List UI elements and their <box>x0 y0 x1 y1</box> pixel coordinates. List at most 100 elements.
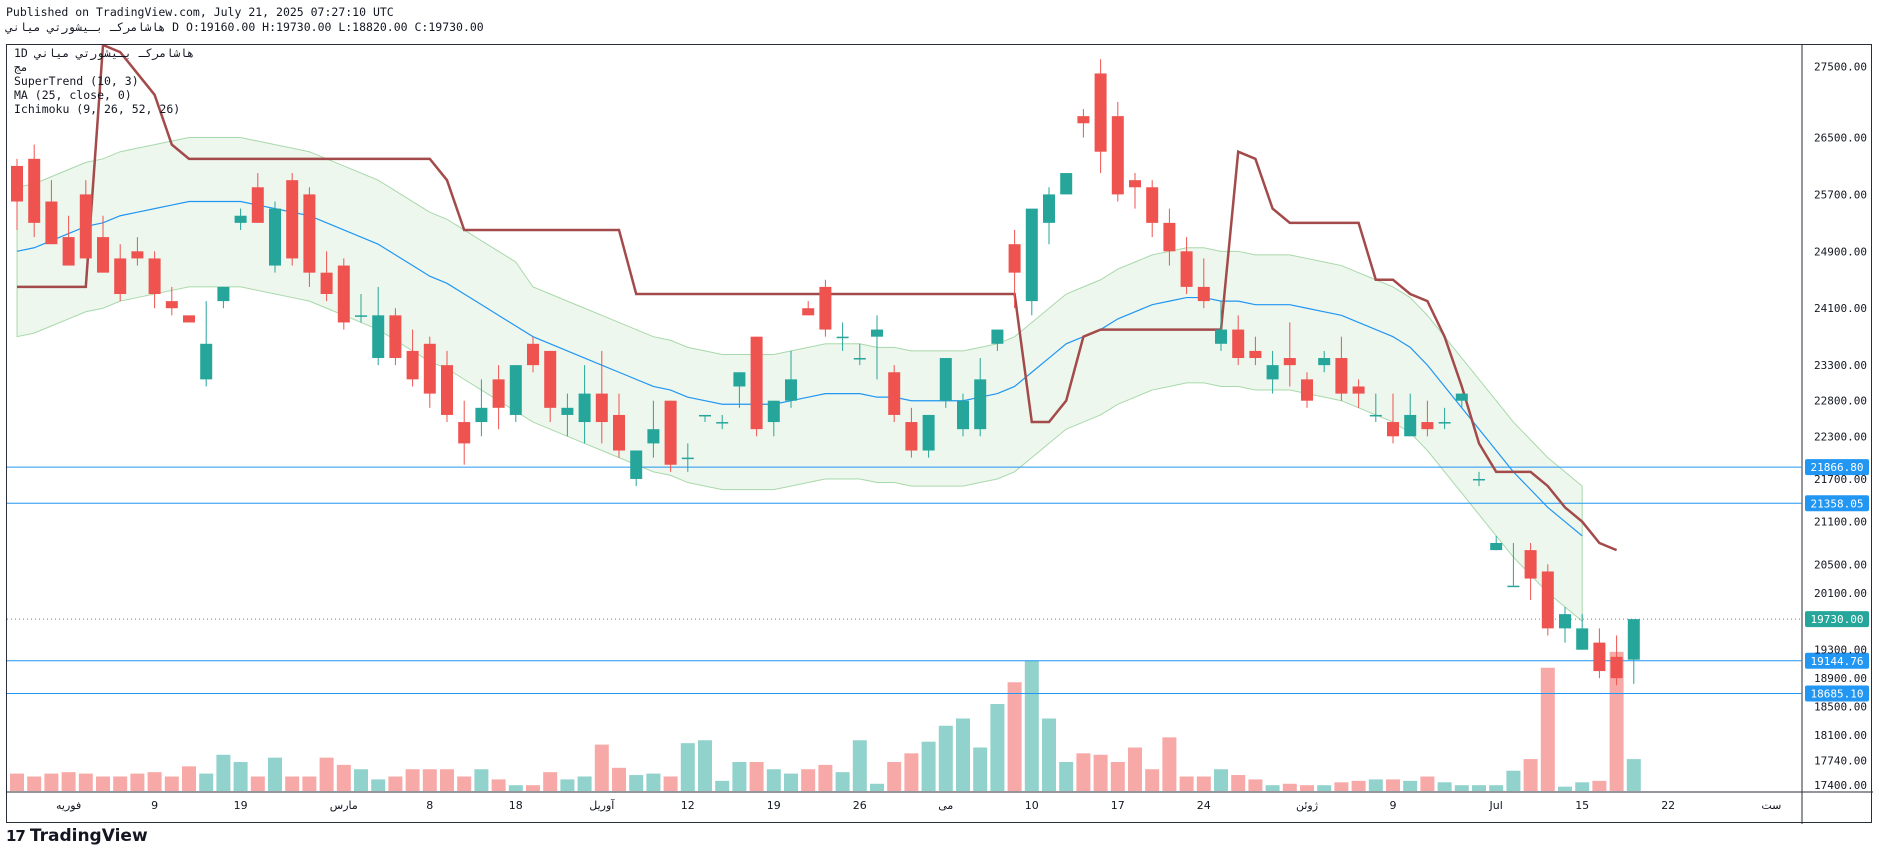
candle-body <box>871 329 883 337</box>
volume-bar <box>1386 779 1400 791</box>
candle-body <box>922 414 935 451</box>
x-tick-label: 17 <box>1111 799 1125 812</box>
chart-frame[interactable]: 21866.80 21358.05 19144.76 18685.10 19730.00… <box>6 44 1873 824</box>
price-level-label: 21358.05 <box>1811 497 1864 510</box>
volume-bar <box>921 741 936 791</box>
candle-body <box>1008 244 1021 273</box>
legend-symbol: 1D هاشامرکـ بـیشورتي مياني <box>14 46 195 60</box>
candle-body <box>836 336 849 339</box>
candle-body <box>991 329 1004 344</box>
volume-bar <box>61 772 76 791</box>
volume-bar <box>250 776 265 791</box>
x-tick-label: آوریل <box>589 798 615 812</box>
volume-bar <box>715 780 730 791</box>
price-level-label: 21866.80 <box>1811 461 1864 474</box>
candle-body <box>1077 116 1090 124</box>
volume-bar <box>1489 785 1504 791</box>
candle-body <box>1610 656 1623 679</box>
x-tick-label: Jul <box>1489 799 1503 812</box>
candle-body <box>1490 543 1503 551</box>
candle-body <box>767 400 780 423</box>
volume-bar <box>1420 776 1435 791</box>
legend-ma[interactable]: MA (25, close, 0) <box>14 88 132 102</box>
y-tick-label: 17740.00 <box>1814 755 1867 768</box>
candle-body <box>957 400 969 430</box>
candle-body <box>1455 393 1468 401</box>
volume-bar <box>1351 780 1366 791</box>
x-tick-label: 15 <box>1575 799 1589 812</box>
volume-bar <box>233 762 248 791</box>
candle-body <box>1180 251 1193 287</box>
candle-body <box>785 379 797 401</box>
candle-body <box>45 201 58 245</box>
candle-body <box>423 343 436 394</box>
x-tick-label: مارس <box>330 799 358 812</box>
chart-canvas[interactable]: 21866.80 21358.05 19144.76 18685.10 19730.00… <box>7 45 1873 824</box>
volume-bar <box>96 776 110 791</box>
volume-bar <box>543 772 558 791</box>
volume-bar <box>956 718 970 791</box>
candle-body <box>853 358 866 360</box>
candle-body <box>269 208 281 266</box>
candle-body <box>630 450 643 479</box>
candle-body <box>286 180 299 259</box>
x-tick-label: 18 <box>509 799 523 812</box>
candle-body <box>1197 286 1210 302</box>
candle-body <box>664 400 677 465</box>
candle-body <box>527 343 539 366</box>
candle-body <box>1043 194 1055 223</box>
volume-bar <box>732 762 747 791</box>
candle-body <box>1232 329 1245 359</box>
volume-bar <box>164 776 179 791</box>
volume-bar <box>1540 667 1555 791</box>
candle-body <box>1524 550 1537 579</box>
tradingview-brand[interactable]: 17 TradingView <box>6 826 148 846</box>
candle-body <box>647 429 660 444</box>
y-tick-label: 25700.00 <box>1814 188 1867 201</box>
volume-bar <box>27 776 42 791</box>
volume-bar <box>698 740 712 791</box>
y-tick-label: 18500.00 <box>1814 701 1867 714</box>
candle-body <box>1473 478 1485 481</box>
candle-body <box>716 422 729 424</box>
x-tick-label: می <box>938 799 953 812</box>
volume-bar <box>1231 775 1246 791</box>
volume-bar <box>1609 651 1624 791</box>
candle-body <box>1060 173 1073 195</box>
candle-body <box>406 350 419 380</box>
y-tick-label: 23300.00 <box>1814 359 1867 372</box>
volume-bar <box>1042 718 1056 791</box>
candle-body <box>544 350 557 408</box>
volume-bar <box>904 753 919 791</box>
candle-body <box>1559 614 1571 629</box>
candle-body <box>200 343 213 380</box>
volume-bar <box>78 773 93 791</box>
candle-body <box>750 336 763 430</box>
volume-bar <box>113 776 128 791</box>
price-level-tag <box>1805 652 1869 669</box>
legend-supertrend[interactable]: SuperTrend (10, 3) <box>14 74 139 88</box>
volume-bar <box>938 725 953 791</box>
volume-bar <box>1626 759 1641 791</box>
volume-bar <box>887 762 902 791</box>
supertrend-line <box>17 45 1618 552</box>
y-tick-label: 27500.00 <box>1814 60 1867 73</box>
volume-bar <box>1248 779 1263 791</box>
tradingview-logo-icon: 17 <box>6 827 26 845</box>
published-caption: Published on TradingView.com, July 21, 2… <box>6 5 394 19</box>
volume-bar <box>1523 759 1538 791</box>
price-level-tag <box>1805 685 1869 702</box>
candle-body <box>320 272 333 294</box>
price-level-tag <box>1805 459 1869 476</box>
candle-body <box>1404 414 1417 437</box>
candle-body <box>1146 187 1159 223</box>
last-price-label: 19730.00 <box>1811 613 1864 626</box>
candle-body <box>131 251 144 259</box>
candle-body <box>28 158 41 223</box>
volume-bar <box>1162 737 1177 791</box>
legend-ichimoku[interactable]: Ichimoku (9, 26, 52, 26) <box>14 102 181 116</box>
volume-bar <box>1128 747 1142 791</box>
candle-body <box>613 414 625 451</box>
candle-body <box>372 315 385 359</box>
x-tick-label: 12 <box>681 799 695 812</box>
